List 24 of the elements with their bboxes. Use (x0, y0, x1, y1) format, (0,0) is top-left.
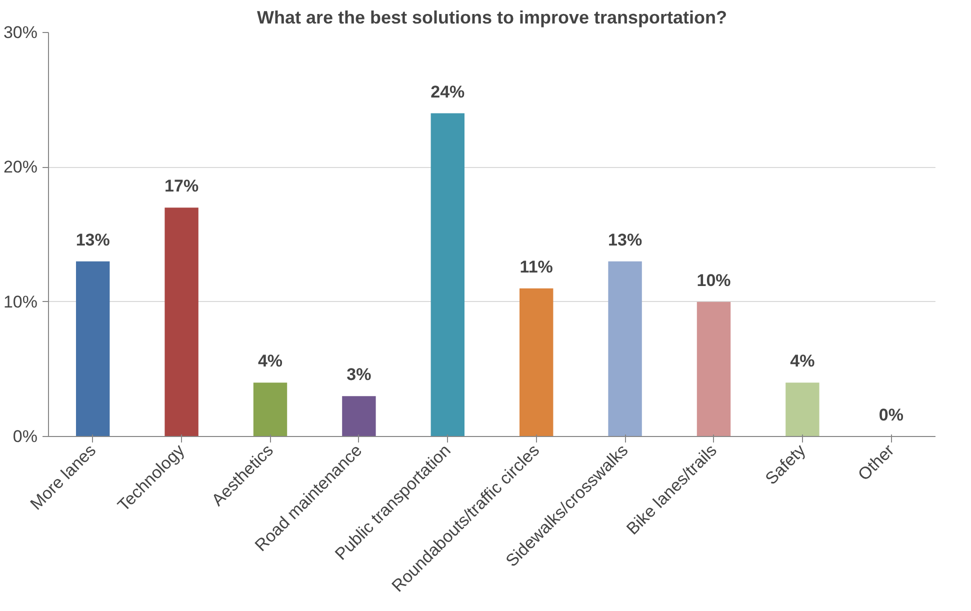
y-tick-label: 20% (3, 158, 38, 177)
y-tick-label: 10% (3, 292, 38, 312)
bar (430, 113, 465, 436)
data-label: 11% (520, 257, 553, 276)
bar (608, 261, 642, 436)
bar (519, 288, 554, 436)
data-label: 4% (258, 352, 283, 371)
data-label: 24% (430, 82, 465, 102)
bar (342, 396, 376, 436)
data-label: 17% (164, 176, 199, 196)
y-tick-label: 30% (3, 23, 38, 42)
bar (253, 382, 288, 436)
y-tick-label: 0% (12, 427, 38, 446)
bar (164, 208, 198, 436)
data-label: 13% (608, 230, 642, 250)
bar (786, 382, 820, 436)
bar (696, 302, 731, 436)
data-label: 3% (346, 365, 372, 384)
bar (76, 261, 110, 436)
chart-title: What are the best solutions to improve transportation? (256, 8, 728, 28)
data-label: 4% (790, 352, 815, 371)
data-label: 0% (878, 406, 904, 424)
data-label: 13% (76, 230, 110, 250)
data-label: 10% (696, 270, 731, 290)
